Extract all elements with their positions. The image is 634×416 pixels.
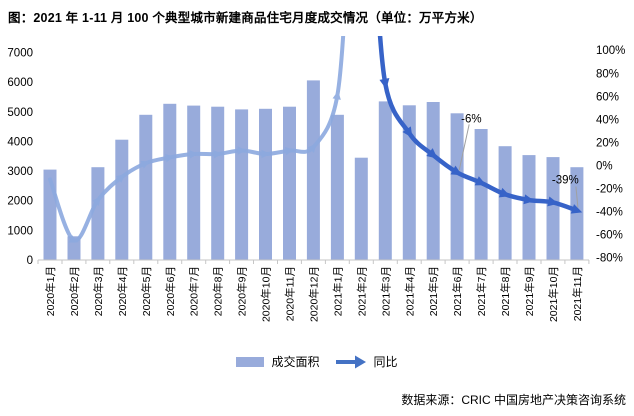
- annotation-leader: [458, 124, 470, 171]
- annotation-leader: [575, 186, 579, 208]
- bar-2020年10月: [259, 108, 272, 260]
- bar-2020年8月: [211, 106, 225, 260]
- legend-line-label: 同比: [373, 355, 398, 369]
- x-axis-label: 2021年2月: [355, 266, 368, 316]
- x-axis-label: 2021年9月: [523, 266, 536, 316]
- x-axis-label: 2021年1月: [331, 266, 344, 316]
- right-axis-tick-label: 40%: [596, 114, 619, 126]
- bar-2020年3月: [91, 167, 105, 260]
- bar-2021年2月: [354, 157, 368, 260]
- x-axis-label: 2020年11月: [284, 266, 297, 321]
- bar-2021年3月: [378, 101, 392, 261]
- yoy-line-2020: [48, 36, 346, 243]
- annotation-label: -6%: [461, 113, 481, 125]
- x-axis-label: 2020年8月: [212, 266, 225, 316]
- x-axis-label: 2021年11月: [571, 266, 584, 321]
- right-axis-tick-label: -20%: [596, 184, 623, 196]
- x-axis-label: 2020年1月: [44, 266, 57, 316]
- bar-2021年1月: [330, 114, 344, 261]
- x-axis-label: 2020年6月: [164, 266, 177, 316]
- x-axis-label: 2021年4月: [403, 266, 416, 316]
- chart-legend: 成交面积 同比: [0, 353, 634, 370]
- x-axis-label: 2021年3月: [379, 266, 392, 316]
- x-axis-label: 2020年3月: [92, 266, 105, 316]
- x-axis-label: 2020年12月: [307, 266, 320, 322]
- bar-2020年6月: [163, 103, 177, 260]
- x-axis-label: 2021年7月: [475, 266, 488, 316]
- right-axis-tick-label: 0%: [596, 161, 613, 173]
- x-axis-label: 2020年10月: [260, 266, 273, 322]
- left-axis-tick-label: 7000: [7, 48, 33, 60]
- chart-plot-area: 0 1000 2000 3000 4000 5000 6000 7000 100% 80% 60% 4…: [7, 36, 625, 322]
- x-axis-label: 2020年7月: [188, 266, 201, 316]
- right-axis-tick-label: -40%: [596, 207, 623, 219]
- bar-2020年7月: [187, 105, 201, 260]
- x-axis-label: 2020年9月: [236, 266, 249, 316]
- bar-2021年10月: [546, 157, 560, 260]
- left-axis-tick-label: 6000: [7, 77, 33, 89]
- bar-2021年8月: [498, 146, 512, 260]
- right-axis-tick-label: -60%: [596, 230, 623, 242]
- left-axis-tick-label: 1000: [7, 225, 33, 237]
- left-axis-tick-label: 3000: [7, 166, 33, 178]
- line-arrow-icon: [335, 355, 367, 369]
- x-axis-label: 2021年5月: [427, 266, 440, 316]
- bar-2020年9月: [235, 109, 249, 261]
- bar-2021年7月: [474, 129, 488, 260]
- left-axis-tick-label: 4000: [7, 136, 33, 148]
- legend-bar-label: 成交面积: [271, 355, 320, 369]
- right-axis-tick-label: -80%: [596, 253, 623, 265]
- annotation-label: -39%: [552, 174, 579, 186]
- bar-2021年9月: [522, 155, 536, 260]
- right-axis-tick-label: 60%: [596, 91, 619, 103]
- x-axis-label: 2020年4月: [116, 266, 129, 316]
- right-axis-tick-label: 80%: [596, 68, 619, 80]
- bar-2020年4月: [115, 139, 129, 260]
- chart-title: 图：2021 年 1-11 月 100 个典型城市新建商品住宅月度成交情况（单位…: [8, 11, 483, 25]
- x-axis-label: 2020年5月: [140, 266, 153, 316]
- left-axis-tick-label: 5000: [7, 107, 33, 119]
- bar-2021年5月: [426, 102, 440, 260]
- bar-2021年6月: [450, 113, 464, 260]
- left-axis-tick-label: 2000: [7, 196, 33, 208]
- bar-series-swatch: [236, 356, 265, 367]
- bar-2020年12月: [306, 80, 320, 261]
- yoy-line-group: [48, 36, 583, 243]
- bar-2020年5月: [139, 114, 153, 261]
- right-axis-tick-label: 100%: [596, 45, 625, 57]
- x-axis-label: 2021年8月: [499, 266, 512, 316]
- x-axis-label: 2021年10月: [547, 266, 560, 322]
- source-note: 数据来源：CRIC 中国房地产决策咨询系统: [401, 393, 626, 407]
- yoy-line-2021: [377, 36, 583, 214]
- left-axis-tick-label: 0: [27, 255, 33, 267]
- x-axis-label: 2021年6月: [451, 266, 464, 316]
- right-axis-tick-label: 20%: [596, 137, 619, 149]
- bar-2020年11月: [283, 106, 296, 260]
- x-axis-label: 2020年2月: [68, 266, 81, 316]
